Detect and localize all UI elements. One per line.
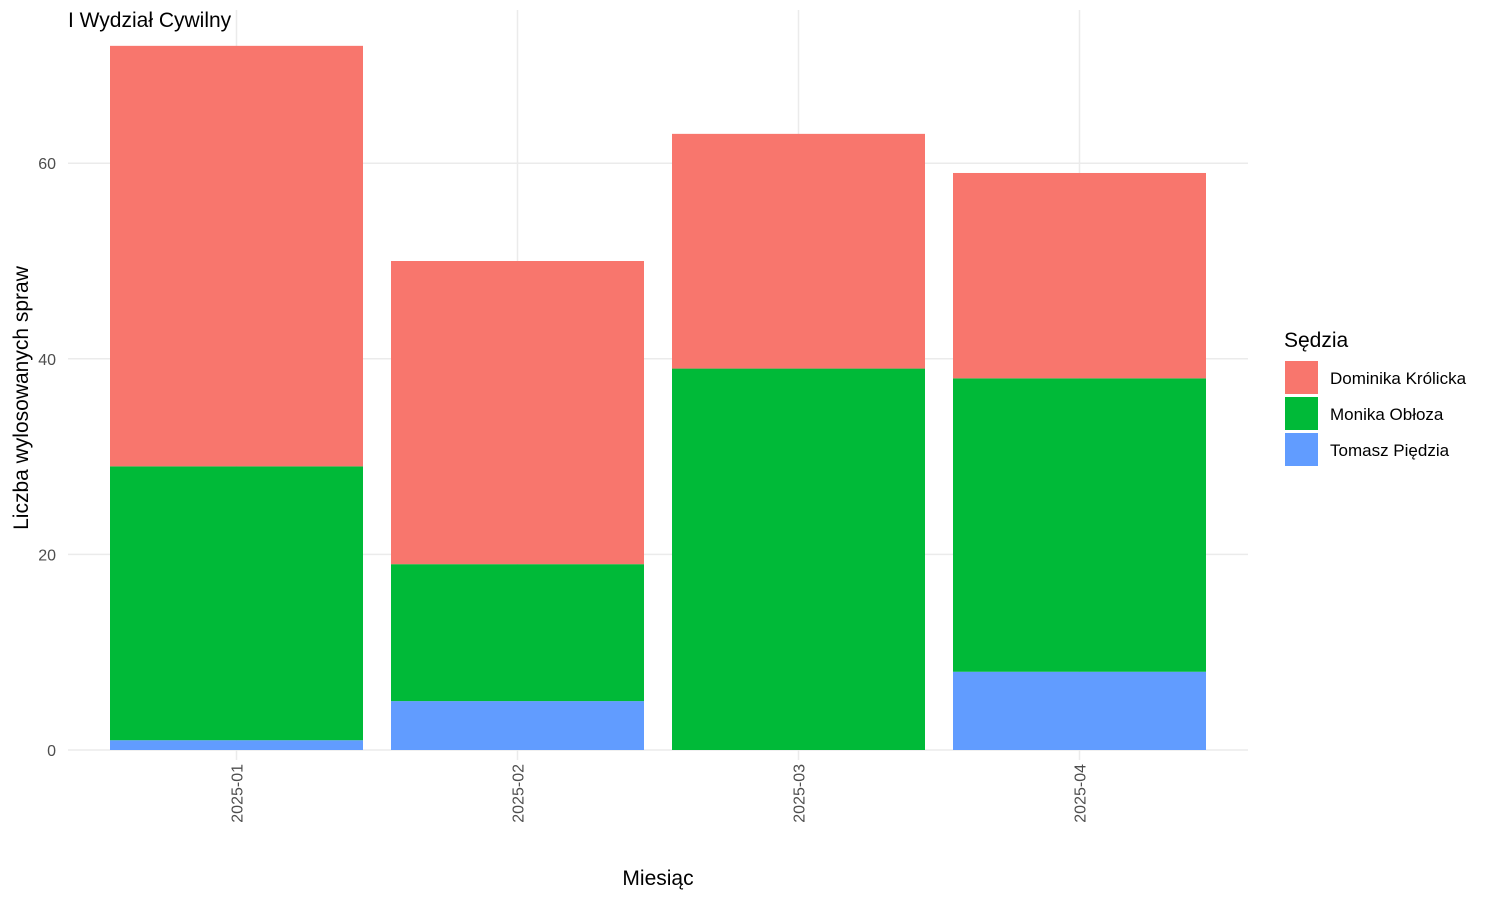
- bar-segment: [391, 261, 644, 565]
- legend-swatch: [1285, 361, 1318, 394]
- legend: Sędzia Dominika Królicka Monika Obłoza Tom…: [1284, 329, 1467, 466]
- x-tick-label: 2025-02: [511, 764, 528, 823]
- x-tick-label: 2025-04: [1073, 764, 1090, 823]
- bar-segment: [391, 564, 644, 702]
- bar-segment: [672, 133, 925, 369]
- y-tick-label: 0: [47, 743, 56, 760]
- bar-segment: [391, 701, 644, 750]
- bar-segment: [953, 671, 1206, 750]
- legend-swatch: [1285, 397, 1318, 430]
- y-tick-label: 20: [38, 547, 56, 564]
- legend-label: Dominika Królicka: [1330, 369, 1467, 388]
- bars-layer: [110, 45, 1206, 750]
- y-axis-title: Liczba wylosowanych spraw: [10, 265, 33, 530]
- x-axis-ticks: 2025-01 2025-02 2025-03 2025-04: [230, 764, 1090, 823]
- chart-title: I Wydział Cywilny: [68, 9, 232, 32]
- x-tick-label: 2025-01: [230, 764, 247, 823]
- legend-swatch: [1285, 433, 1318, 466]
- legend-label: Tomasz Piędzia: [1330, 441, 1450, 460]
- bar-segment: [953, 378, 1206, 672]
- bar-segment: [110, 45, 363, 467]
- bar-segment: [110, 466, 363, 741]
- bar-segment: [953, 172, 1206, 379]
- y-axis-ticks: 0 20 40 60: [38, 156, 56, 760]
- y-tick-label: 60: [38, 156, 56, 173]
- legend-title: Sędzia: [1284, 329, 1349, 352]
- y-tick-label: 40: [38, 352, 56, 369]
- x-tick-label: 2025-03: [792, 764, 809, 823]
- x-axis-title: Miesiąc: [622, 867, 693, 890]
- bar-segment: [672, 368, 925, 750]
- legend-label: Monika Obłoza: [1330, 405, 1444, 424]
- bar-segment: [110, 740, 363, 750]
